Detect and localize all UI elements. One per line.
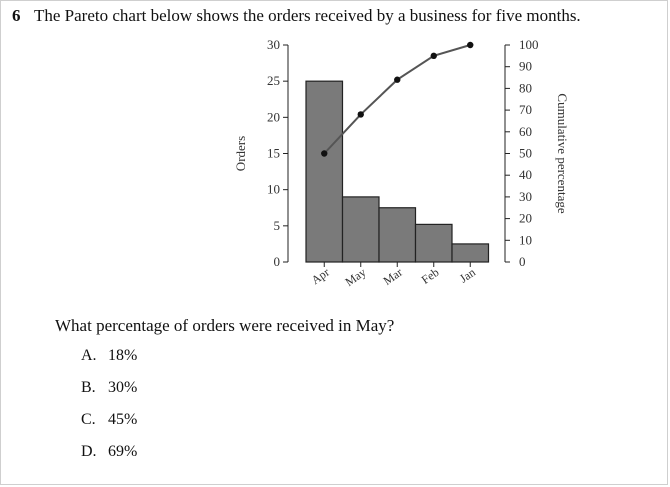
y-tick-label-right: 70 xyxy=(519,102,532,117)
option-a-text: 18% xyxy=(108,347,138,364)
cumulative-point-may xyxy=(357,111,364,118)
y-tick-label-left: 15 xyxy=(267,146,280,161)
bar-mar xyxy=(378,207,417,263)
option-c-text: 45% xyxy=(108,411,138,428)
bar-jan xyxy=(451,243,490,263)
option-d-letter: D. xyxy=(81,443,97,460)
option-b[interactable]: B. 30% xyxy=(81,377,137,409)
y-tick-label-right: 80 xyxy=(519,80,532,95)
x-tick-label-may: May xyxy=(342,265,368,289)
sub-question: What percentage of orders were received … xyxy=(55,316,395,335)
y-tick-label-right: 50 xyxy=(519,146,532,161)
question-number: 6 xyxy=(12,6,21,25)
cumulative-point-apr xyxy=(321,150,328,157)
y-tick-label-right: 30 xyxy=(519,189,532,204)
option-a[interactable]: A. 18% xyxy=(81,345,137,377)
y-tick-label-left: 5 xyxy=(274,218,281,233)
y-tick-label-left: 10 xyxy=(267,182,280,197)
y-tick-label-left: 30 xyxy=(267,37,280,52)
option-d-text: 69% xyxy=(108,443,138,460)
option-c[interactable]: C. 45% xyxy=(81,409,137,441)
y-tick-label-right: 0 xyxy=(519,254,526,269)
answer-options: A. 18% B. 30% C. 45% D. 69% xyxy=(81,345,137,473)
y-tick-label-right: 60 xyxy=(519,124,532,139)
option-b-letter: B. xyxy=(81,379,96,396)
y-tick-label-left: 25 xyxy=(267,73,280,88)
option-c-letter: C. xyxy=(81,411,96,428)
y-tick-label-right: 10 xyxy=(519,232,532,247)
y-tick-label-right: 100 xyxy=(519,37,539,52)
y-tick-label-left: 20 xyxy=(267,109,280,124)
x-tick-label-feb: Feb xyxy=(419,265,442,287)
cumulative-line xyxy=(323,44,471,155)
cumulative-point-jan xyxy=(467,41,474,49)
x-tick-label-mar: Mar xyxy=(381,265,405,288)
y-axis-label-right: Cumulative percentage xyxy=(555,93,570,213)
option-d[interactable]: D. 69% xyxy=(81,441,137,473)
y-tick-label-right: 20 xyxy=(519,211,532,226)
question-stem: 6 The Pareto chart below shows the orders… xyxy=(12,6,581,26)
x-tick-label-jan: Jan xyxy=(457,265,478,286)
question-text: The Pareto chart below shows the orders … xyxy=(34,6,581,25)
cumulative-point-feb xyxy=(430,52,437,60)
y-tick-label-right: 90 xyxy=(519,59,532,74)
bar-feb xyxy=(414,223,453,263)
x-tick-label-apr: Apr xyxy=(309,265,332,287)
option-a-letter: A. xyxy=(81,347,97,364)
cumulative-point-mar xyxy=(394,76,401,83)
y-tick-label-left: 0 xyxy=(274,254,281,269)
option-b-text: 30% xyxy=(108,379,138,396)
bar-may xyxy=(341,196,380,263)
bar-apr xyxy=(305,80,344,263)
y-axis-label-left: Orders xyxy=(233,136,248,171)
y-tick-label-right: 40 xyxy=(519,167,532,182)
